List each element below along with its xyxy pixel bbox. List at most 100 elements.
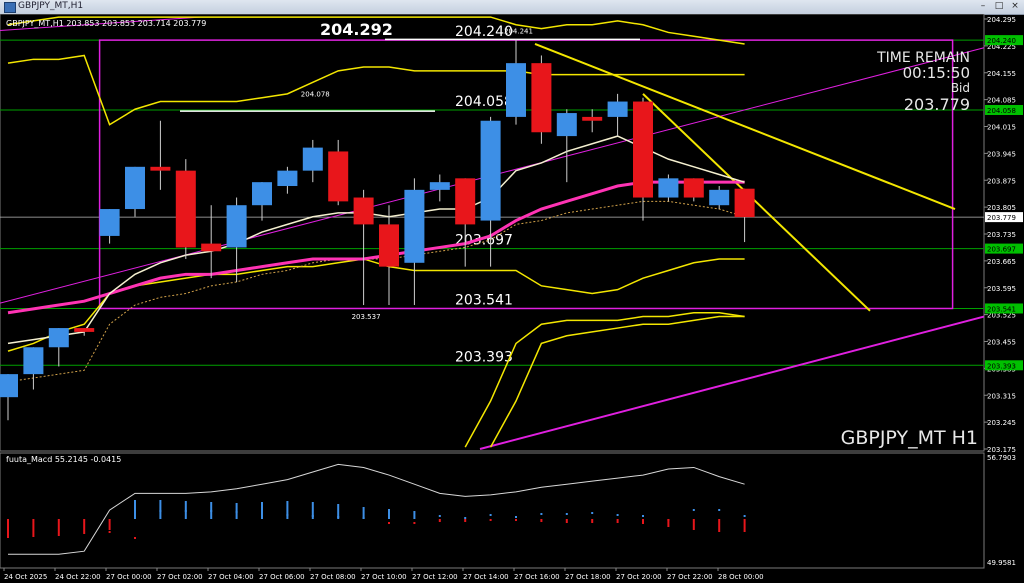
candle-body bbox=[633, 101, 653, 198]
macd-signal-dot bbox=[108, 531, 111, 533]
price-tick-label: 203.875 bbox=[987, 177, 1016, 185]
macd-signal-dot bbox=[692, 509, 695, 511]
time-label: 27 Oct 06:00 bbox=[259, 573, 305, 581]
candle bbox=[0, 374, 18, 421]
candle-body bbox=[277, 170, 298, 187]
candle bbox=[201, 205, 222, 279]
time-label: 27 Oct 00:00 bbox=[106, 573, 152, 581]
ma-pink bbox=[7, 180, 745, 315]
candle bbox=[252, 182, 272, 221]
candle-body bbox=[582, 116, 603, 121]
time-label: 24 Oct 2025 bbox=[4, 573, 47, 581]
candle-body bbox=[201, 243, 222, 252]
candle bbox=[74, 328, 95, 336]
price-small-label: 204.078 bbox=[301, 90, 330, 98]
candle-body bbox=[556, 113, 577, 137]
macd-signal-dot bbox=[134, 537, 136, 539]
candle-body bbox=[506, 63, 526, 117]
macd-line bbox=[8, 463, 745, 555]
candle-body bbox=[0, 374, 18, 398]
range-box bbox=[98, 39, 954, 310]
window-title: GBPJPY_MT,H1 bbox=[18, 1, 84, 11]
macd-signal-dot bbox=[337, 516, 340, 518]
candle-body bbox=[531, 63, 552, 133]
time-label: 28 Oct 00:00 bbox=[718, 573, 764, 581]
candle-body bbox=[99, 209, 120, 236]
candle-body bbox=[175, 170, 196, 248]
price-chart[interactable]: 204.240 204.058 203.697 203.541 203.393 204.… bbox=[0, 14, 1024, 583]
ma-white bbox=[7, 135, 745, 345]
candle bbox=[150, 120, 171, 190]
time-label: 27 Oct 10:00 bbox=[361, 573, 407, 581]
band-outer-upper bbox=[7, 16, 745, 45]
candle bbox=[607, 93, 628, 137]
trend-line-yellow-1 bbox=[534, 43, 956, 210]
candle bbox=[277, 166, 298, 194]
candle-body bbox=[607, 101, 628, 117]
candle bbox=[480, 116, 501, 267]
main-pane[interactable] bbox=[0, 14, 985, 452]
macd-signal-dot bbox=[388, 522, 390, 524]
price-tag-label: 203.779 bbox=[987, 214, 1016, 222]
candle-body bbox=[252, 182, 272, 206]
candle-body bbox=[455, 178, 476, 225]
candle bbox=[379, 205, 399, 306]
price-tag bbox=[985, 303, 1023, 314]
macd-signal-dot bbox=[642, 515, 644, 517]
candle bbox=[404, 178, 425, 306]
candle bbox=[125, 166, 145, 217]
candle bbox=[353, 189, 374, 306]
candle-body bbox=[302, 147, 323, 171]
band-upper bbox=[7, 54, 745, 126]
candle-body bbox=[23, 347, 44, 375]
trend-line-magenta-top bbox=[0, 16, 201, 32]
price-tick-label: 203.175 bbox=[987, 446, 1016, 454]
candle bbox=[709, 186, 730, 210]
bid-value: 203.779 bbox=[904, 95, 970, 114]
candle bbox=[48, 328, 69, 367]
trend-line-yellow-2 bbox=[642, 93, 871, 312]
candle-body bbox=[683, 178, 704, 198]
price-tick-label: 203.595 bbox=[987, 285, 1016, 293]
price-tag bbox=[985, 360, 1023, 371]
price-tag bbox=[985, 104, 1023, 115]
window-titlebar: GBPJPY_MT,H1 – □ × bbox=[0, 0, 1024, 15]
candle-body bbox=[150, 166, 171, 171]
candle bbox=[556, 109, 577, 183]
time-label: 27 Oct 14:00 bbox=[463, 573, 509, 581]
price-tick-label: 204.155 bbox=[987, 70, 1016, 78]
macd-signal-dot bbox=[565, 513, 568, 515]
minimize-icon[interactable]: – bbox=[980, 1, 986, 11]
price-tick-label: 203.315 bbox=[987, 392, 1016, 400]
price-tick-label: 203.805 bbox=[987, 204, 1016, 212]
time-remain-label: TIME REMAIN bbox=[876, 50, 970, 66]
candle bbox=[683, 178, 704, 202]
time-label: 27 Oct 08:00 bbox=[310, 573, 356, 581]
time-label: 27 Oct 02:00 bbox=[157, 573, 203, 581]
price-small-label: 204.241 bbox=[504, 28, 533, 36]
trend-line-magenta bbox=[479, 315, 985, 450]
macd-pane[interactable] bbox=[0, 452, 985, 569]
price-tag-label: 203.697 bbox=[987, 246, 1016, 254]
time-label: 24 Oct 22:00 bbox=[55, 573, 101, 581]
macd-signal-dot bbox=[489, 514, 492, 516]
candle bbox=[23, 347, 44, 390]
candle-body bbox=[404, 189, 425, 263]
macd-signal-dot bbox=[515, 516, 517, 518]
time-label: 27 Oct 12:00 bbox=[412, 573, 458, 581]
price-tick-label: 204.225 bbox=[987, 43, 1016, 51]
level-label: 203.697 bbox=[455, 233, 513, 249]
candle bbox=[175, 159, 196, 259]
candle-body bbox=[480, 120, 501, 221]
time-label: 27 Oct 04:00 bbox=[208, 573, 254, 581]
price-tag bbox=[985, 35, 1023, 46]
macd-signal-dot bbox=[616, 514, 619, 516]
macd-label: fuuta_Macd 55.2145 -0.0415 bbox=[6, 455, 121, 464]
maximize-icon[interactable]: □ bbox=[994, 1, 1004, 11]
time-label: 27 Oct 18:00 bbox=[565, 573, 611, 581]
level-label: 204.058 bbox=[455, 94, 513, 110]
macd-signal-dot bbox=[667, 519, 670, 521]
close-icon[interactable]: × bbox=[1011, 1, 1019, 11]
chart-window-icon bbox=[4, 2, 16, 13]
